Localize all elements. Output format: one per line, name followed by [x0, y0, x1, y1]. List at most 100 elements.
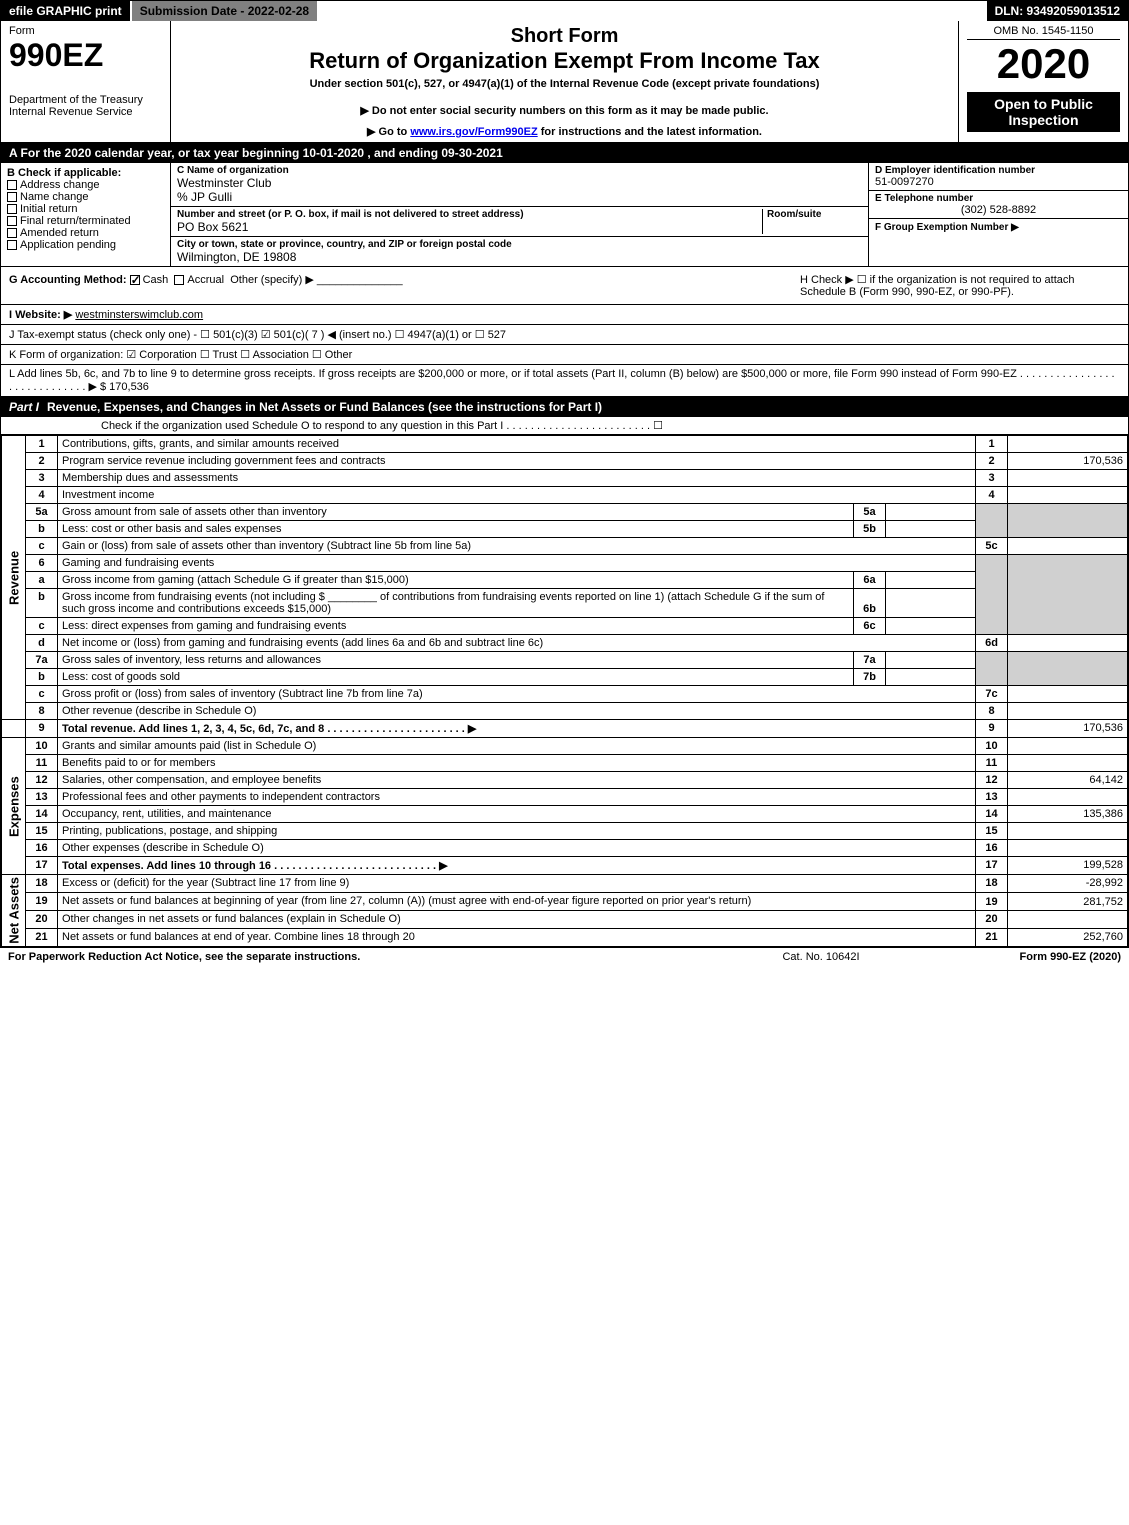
phone-label: E Telephone number [875, 193, 1122, 204]
footer-left: For Paperwork Reduction Act Notice, see … [8, 951, 721, 963]
l14-amt: 135,386 [1008, 806, 1128, 823]
l7b-text: Less: cost of goods sold [58, 669, 854, 686]
website-value[interactable]: westminsterswimclub.com [75, 309, 203, 321]
netassets-side-label: Net Assets [2, 875, 26, 947]
omb-number: OMB No. 1545-1150 [967, 25, 1120, 40]
chk-initial[interactable]: Initial return [7, 203, 164, 215]
l16-num: 16 [26, 840, 58, 857]
part-i-label: Part I [9, 400, 47, 414]
ein-label: D Employer identification number [875, 165, 1122, 176]
l7c-text: Gross profit or (loss) from sales of inv… [58, 686, 976, 703]
form-label: Form [9, 25, 162, 37]
l8-ln: 8 [976, 703, 1008, 720]
footer-center: Cat. No. 10642I [721, 951, 921, 963]
footer-right: Form 990-EZ (2020) [921, 951, 1121, 963]
l16-text: Other expenses (describe in Schedule O) [58, 840, 976, 857]
l9-amt: 170,536 [1008, 720, 1128, 738]
l10-amt [1008, 738, 1128, 755]
cash-label: Cash [143, 274, 169, 286]
box-def: D Employer identification number 51-0097… [868, 163, 1128, 266]
l3-ln: 3 [976, 470, 1008, 487]
chk-name[interactable]: Name change [7, 191, 164, 203]
l11-num: 11 [26, 755, 58, 772]
box-l-value: 170,536 [109, 381, 149, 393]
l2-ln: 2 [976, 453, 1008, 470]
l7a-num: 7a [26, 652, 58, 669]
l19-num: 19 [26, 892, 58, 910]
l6b-sub: 6b [854, 589, 886, 618]
department-label: Department of the Treasury [9, 94, 162, 106]
chk-final[interactable]: Final return/terminated [7, 215, 164, 227]
l14-ln: 14 [976, 806, 1008, 823]
l5a-num: 5a [26, 504, 58, 521]
l14-num: 14 [26, 806, 58, 823]
l18-num: 18 [26, 875, 58, 893]
l1-ln: 1 [976, 436, 1008, 453]
subtitle: Under section 501(c), 527, or 4947(a)(1)… [179, 78, 950, 90]
l7-shade-amt [1008, 652, 1128, 686]
l9-ln: 9 [976, 720, 1008, 738]
l12-num: 12 [26, 772, 58, 789]
l20-ln: 20 [976, 910, 1008, 928]
part-i-header: Part I Revenue, Expenses, and Changes in… [1, 397, 1128, 417]
l5c-ln: 5c [976, 538, 1008, 555]
tax-year: 2020 [967, 40, 1120, 88]
l1-amt [1008, 436, 1128, 453]
l5b-subamt [886, 521, 976, 538]
box-b-label: B Check if applicable: [7, 167, 164, 179]
l6b-text: Gross income from fundraising events (no… [58, 589, 854, 618]
l21-amt: 252,760 [1008, 928, 1128, 946]
tax-period: A For the 2020 calendar year, or tax yea… [1, 143, 1128, 163]
efile-print-button[interactable]: efile GRAPHIC print [1, 1, 132, 21]
l11-text: Benefits paid to or for members [58, 755, 976, 772]
chk-address[interactable]: Address change [7, 179, 164, 191]
l13-num: 13 [26, 789, 58, 806]
goto-link[interactable]: www.irs.gov/Form990EZ [410, 126, 537, 138]
l20-num: 20 [26, 910, 58, 928]
phone: (302) 528-8892 [875, 204, 1122, 216]
l6b-subamt [886, 589, 976, 618]
l16-ln: 16 [976, 840, 1008, 857]
part-i-title: Revenue, Expenses, and Changes in Net As… [47, 400, 602, 414]
l7c-num: c [26, 686, 58, 703]
l15-ln: 15 [976, 823, 1008, 840]
l7b-num: b [26, 669, 58, 686]
city-label: City or town, state or province, country… [177, 239, 862, 250]
l7c-amt [1008, 686, 1128, 703]
l7a-subamt [886, 652, 976, 669]
l17-num: 17 [26, 857, 58, 875]
l5b-sub: 5b [854, 521, 886, 538]
l21-num: 21 [26, 928, 58, 946]
l10-text: Grants and similar amounts paid (list in… [58, 738, 976, 755]
box-j: J Tax-exempt status (check only one) - ☐… [1, 325, 1128, 345]
part-i-check: Check if the organization used Schedule … [1, 417, 1128, 435]
chk-pending[interactable]: Application pending [7, 239, 164, 251]
short-form-title: Short Form [179, 25, 950, 48]
l6c-num: c [26, 618, 58, 635]
l6d-amt [1008, 635, 1128, 652]
l13-text: Professional fees and other payments to … [58, 789, 976, 806]
l20-text: Other changes in net assets or fund bala… [58, 910, 976, 928]
l17-amt: 199,528 [1008, 857, 1128, 875]
l6c-text: Less: direct expenses from gaming and fu… [58, 618, 854, 635]
l4-amt [1008, 487, 1128, 504]
l17-ln: 17 [976, 857, 1008, 875]
spacer [319, 1, 986, 21]
chk-accrual[interactable] [174, 275, 184, 285]
l8-text: Other revenue (describe in Schedule O) [58, 703, 976, 720]
l1-text: Contributions, gifts, grants, and simila… [58, 436, 976, 453]
l6a-text: Gross income from gaming (attach Schedul… [58, 572, 854, 589]
footer: For Paperwork Reduction Act Notice, see … [0, 948, 1129, 966]
chk-amended[interactable]: Amended return [7, 227, 164, 239]
l6-shade-amt [1008, 555, 1128, 635]
l21-ln: 21 [976, 928, 1008, 946]
l3-num: 3 [26, 470, 58, 487]
expenses-side-label: Expenses [2, 738, 26, 875]
chk-cash[interactable] [130, 275, 140, 285]
l17-text: Total expenses. Add lines 10 through 16 … [58, 857, 976, 875]
l5c-num: c [26, 538, 58, 555]
l2-text: Program service revenue including govern… [58, 453, 976, 470]
l9-num: 9 [26, 720, 58, 738]
l5c-amt [1008, 538, 1128, 555]
l5a-subamt [886, 504, 976, 521]
